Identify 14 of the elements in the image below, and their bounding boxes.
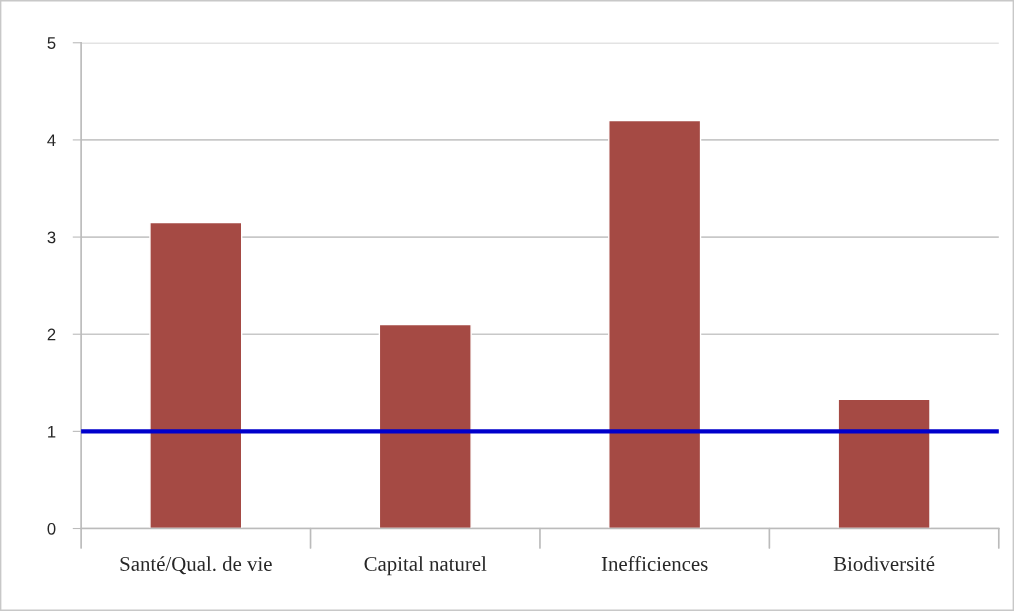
bar — [378, 323, 472, 529]
x-tick-label: Inefficiences — [601, 556, 708, 571]
y-tick-label: 1 — [48, 425, 56, 438]
y-tick-label: 3 — [47, 231, 56, 244]
bar — [149, 221, 243, 529]
y-tick-label: 5 — [47, 37, 56, 49]
y-tick-label: 2 — [47, 328, 56, 341]
y-tick-label: 4 — [47, 134, 56, 146]
x-tick-label: Capital naturel — [364, 556, 487, 576]
x-tick-label: Santé/Qual. de vie — [120, 556, 272, 575]
x-tick-label: Biodiversité — [833, 556, 935, 571]
bar — [837, 398, 931, 529]
y-tick-label: 0 — [47, 522, 56, 535]
bar — [608, 119, 702, 529]
